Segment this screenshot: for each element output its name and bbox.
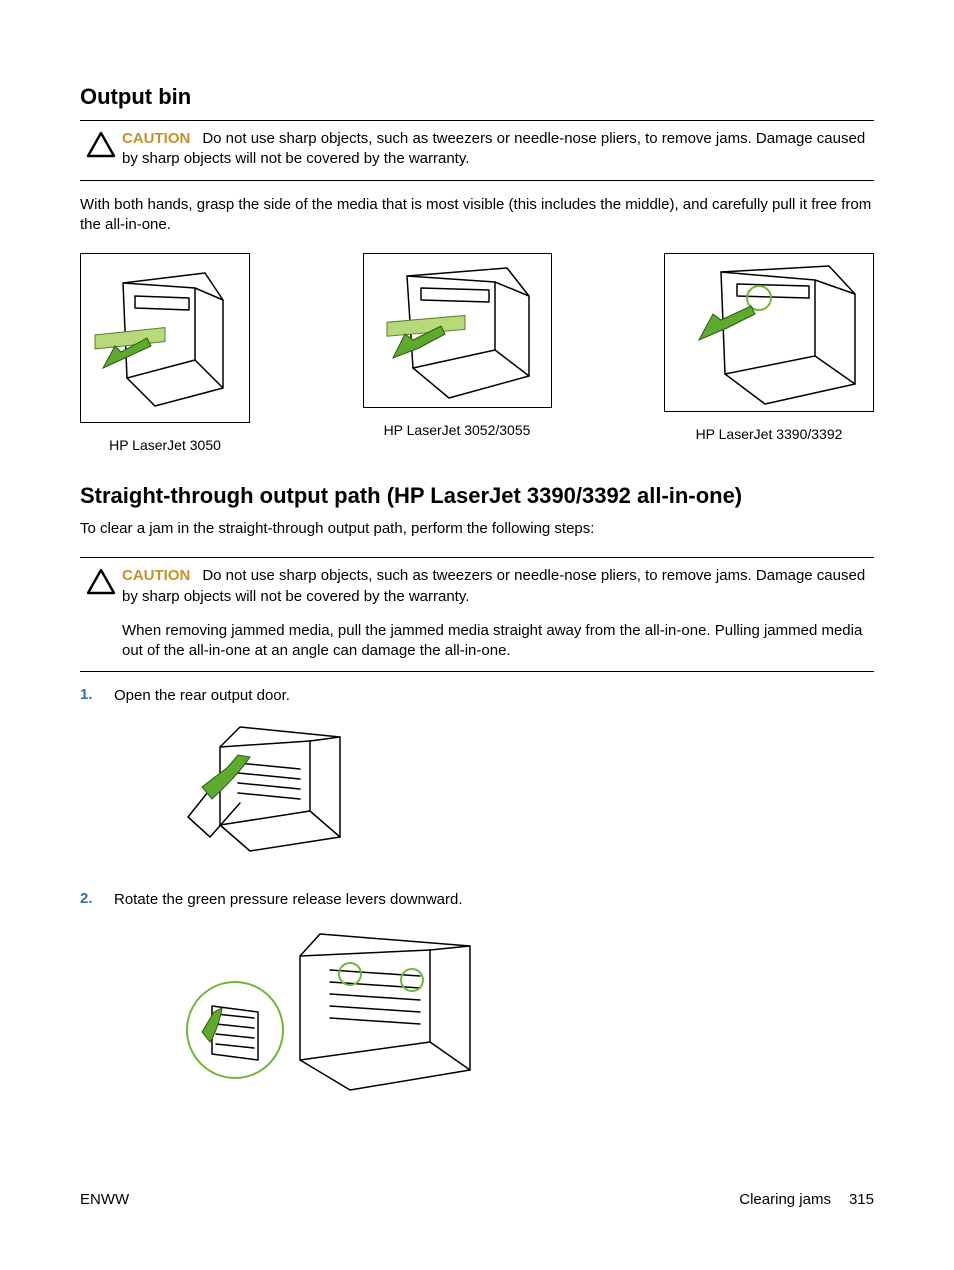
caution-label: CAUTION bbox=[122, 130, 190, 147]
step-2: 2. Rotate the green pressure release lev… bbox=[80, 890, 874, 910]
footer-page: 315 bbox=[849, 1191, 874, 1208]
step-number: 1. bbox=[80, 686, 114, 703]
printer-figure-3050 bbox=[80, 253, 250, 423]
step-1: 1. Open the rear output door. bbox=[80, 686, 874, 706]
step-2-figure bbox=[180, 920, 874, 1115]
printer-label-3050: HP LaserJet 3050 bbox=[80, 437, 250, 453]
heading-output-bin: Output bin bbox=[80, 84, 874, 110]
printer-cell-3390: HP LaserJet 3390/3392 bbox=[664, 253, 874, 453]
footer-left: ENWW bbox=[80, 1191, 129, 1208]
footer-right: Clearing jams 315 bbox=[739, 1191, 874, 1208]
manual-page: Output bin CAUTIONDo not use sharp objec… bbox=[0, 0, 954, 1270]
caution-icon bbox=[80, 129, 122, 159]
caution-block-1: CAUTIONDo not use sharp objects, such as… bbox=[80, 120, 874, 181]
printer-figure-3052 bbox=[363, 253, 552, 408]
section1-body: With both hands, grasp the side of the m… bbox=[80, 195, 874, 236]
caution-block-2: CAUTIONDo not use sharp objects, such as… bbox=[80, 557, 874, 672]
printer-label-3052: HP LaserJet 3052/3055 bbox=[363, 422, 552, 438]
step-number: 2. bbox=[80, 890, 114, 907]
caution-icon bbox=[80, 566, 122, 596]
step-text: Open the rear output door. bbox=[114, 686, 290, 706]
step-1-figure bbox=[180, 717, 874, 872]
printer-cell-3052: HP LaserJet 3052/3055 bbox=[363, 253, 552, 453]
section2-intro: To clear a jam in the straight-through o… bbox=[80, 519, 874, 539]
printer-figure-3390 bbox=[664, 253, 874, 412]
heading-straight-through: Straight-through output path (HP LaserJe… bbox=[80, 483, 874, 509]
printer-label-3390: HP LaserJet 3390/3392 bbox=[664, 426, 874, 442]
caution-extra: When removing jammed media, pull the jam… bbox=[122, 621, 874, 662]
step-text: Rotate the green pressure release levers… bbox=[114, 890, 463, 910]
caution-body: Do not use sharp objects, such as tweeze… bbox=[122, 567, 865, 604]
caution-body: Do not use sharp objects, such as tweeze… bbox=[122, 130, 865, 167]
caution-text-1: CAUTIONDo not use sharp objects, such as… bbox=[122, 129, 874, 170]
page-footer: ENWW Clearing jams 315 bbox=[80, 1191, 874, 1208]
caution-label: CAUTION bbox=[122, 567, 190, 584]
caution-text-2: CAUTIONDo not use sharp objects, such as… bbox=[122, 566, 874, 661]
printer-illustration-row: HP LaserJet 3050 HP LaserJet 3052/3055 bbox=[80, 253, 874, 453]
printer-cell-3050: HP LaserJet 3050 bbox=[80, 253, 250, 453]
footer-section: Clearing jams bbox=[739, 1191, 831, 1208]
